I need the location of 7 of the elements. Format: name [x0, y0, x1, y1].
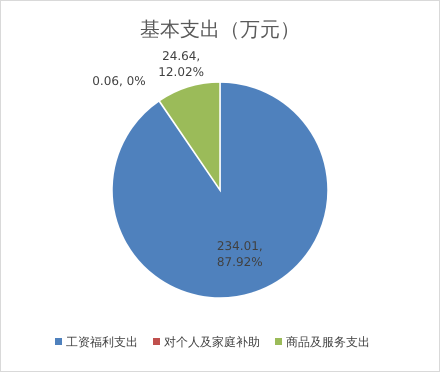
chart-title: 基本支出（万元） [140, 17, 300, 41]
data-label: 234.01, 87.92% [216, 238, 263, 269]
data-label: 24.64, 12.02% [158, 49, 204, 80]
legend-label: 对个人及家庭补助 [164, 335, 260, 349]
data-label: 0.06, 0% [92, 74, 146, 88]
legend-label: 工资福利支出 [66, 335, 138, 349]
legend-label: 商品及服务支出 [286, 335, 370, 349]
